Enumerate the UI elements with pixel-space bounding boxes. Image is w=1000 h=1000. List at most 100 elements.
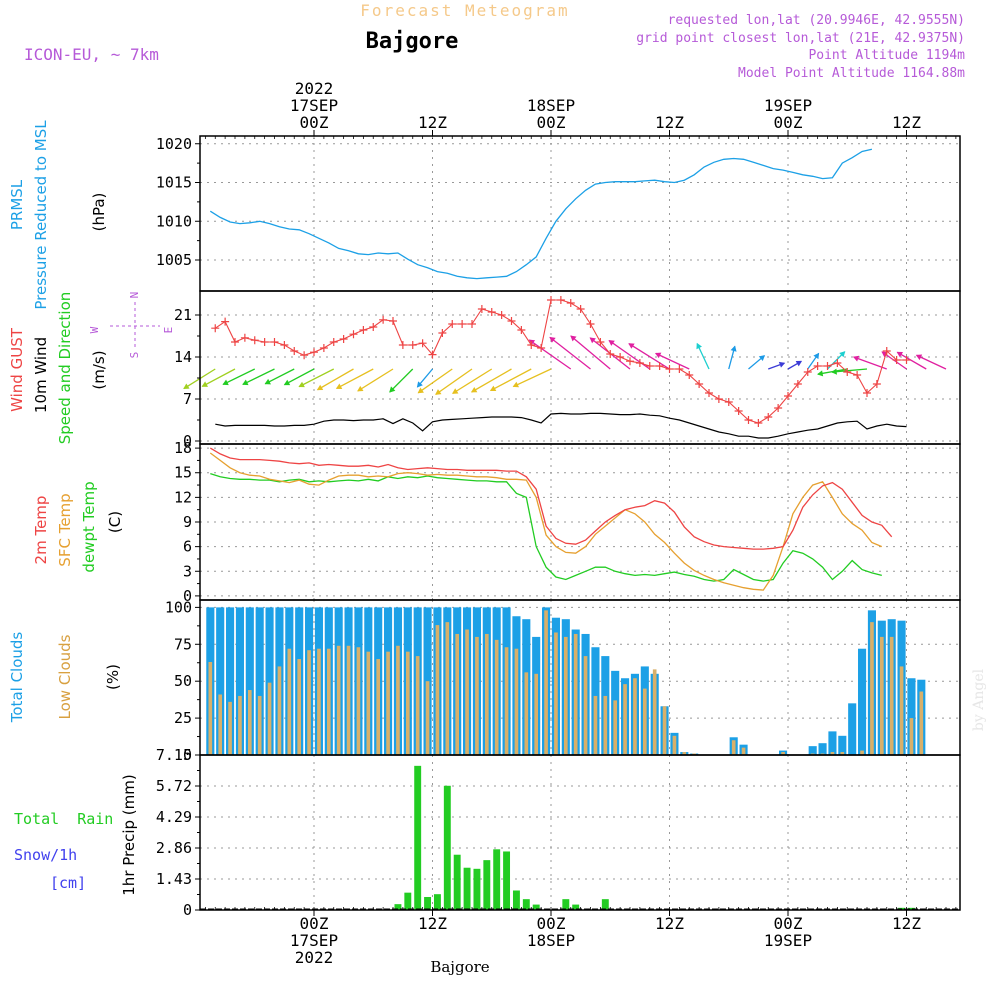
y-tick-label: 21	[174, 306, 192, 324]
low-cloud-bar	[307, 650, 311, 755]
low-cloud-bar	[396, 645, 400, 755]
low-cloud-bar	[672, 735, 677, 755]
low-cloud-bar	[909, 718, 914, 755]
wind-arrow-shaft	[202, 368, 236, 387]
gust-marker	[556, 296, 565, 304]
t2m-line	[209, 447, 893, 550]
total-cloud-bar	[858, 648, 867, 755]
low-cloud-bar	[336, 645, 341, 755]
gust-marker	[408, 341, 417, 349]
grid-point: grid point closest lon,lat (21E, 42.9375…	[636, 31, 965, 46]
gust-marker	[260, 338, 269, 346]
rain-bar	[572, 904, 580, 910]
gust-marker	[645, 362, 654, 370]
y-tick-label: 0	[183, 432, 192, 450]
low-cloud-bar	[840, 752, 845, 755]
y-tick-label: 7.15	[156, 746, 192, 764]
wind-grid	[200, 291, 960, 444]
gust-marker	[349, 330, 358, 339]
gust-marker	[764, 413, 773, 421]
y-tick-label: 0	[183, 746, 192, 764]
bottom-tick-label: 19SEP	[764, 931, 812, 950]
low-cloud-bar	[238, 695, 242, 755]
low-cloud-bar	[297, 659, 302, 755]
wind-arrow-head	[730, 345, 737, 352]
low-cloud-bar	[524, 672, 529, 755]
pressure-line	[209, 148, 873, 280]
wind-arrow-shaft	[264, 368, 295, 385]
wind-arrow-head	[608, 340, 615, 346]
panel-frames	[199, 135, 961, 911]
y-tick-label: 100	[165, 598, 192, 616]
wind-arrow-head	[242, 379, 249, 386]
wind-arrow-shaft	[435, 368, 473, 395]
watermark: by Angel	[971, 668, 987, 731]
total-cloud-bar	[828, 731, 837, 755]
low-cloud-bar	[484, 633, 489, 755]
low-cloud-bar	[267, 682, 272, 755]
rain-bar	[562, 899, 570, 910]
low-cloud-bar	[603, 695, 608, 755]
wind-arrow-shaft	[317, 368, 354, 391]
snow-legend: Snow/1h	[14, 846, 77, 864]
gust-marker	[270, 338, 279, 346]
y-tick-label: 6	[183, 538, 192, 556]
low-cloud-bar	[277, 666, 282, 755]
gust-marker	[517, 326, 526, 334]
low-cloud-bar	[682, 752, 687, 755]
y-tick-label: 2.86	[156, 839, 192, 857]
low-cloud-bar	[919, 691, 924, 755]
sfc-temp-label: SFC Temp	[56, 493, 74, 566]
gust-marker	[240, 333, 249, 342]
rain-bar	[463, 867, 471, 910]
wind-panel: Wind GUST 10m Wind Speed and Direction (…	[8, 291, 960, 450]
top-tick-label: 12Z	[418, 113, 447, 132]
gust-marker	[705, 389, 713, 397]
top-tick-label: 18SEP	[527, 96, 575, 115]
wind-arrow-head	[778, 361, 786, 368]
pressure-label-prmsl: PRMSL	[8, 179, 26, 230]
wind-arrow-head	[696, 342, 702, 350]
compass-rose: N S E W	[88, 292, 175, 359]
temp-grid	[200, 444, 960, 600]
low-cloud-bar	[455, 633, 460, 755]
gust-marker	[379, 315, 388, 324]
low-cloud-bar	[425, 681, 430, 755]
low-cloud-bar	[781, 752, 785, 755]
wind-series	[211, 296, 911, 439]
top-tick-label: 19SEP	[764, 96, 812, 115]
rain-bar	[503, 851, 511, 910]
gust-marker	[547, 296, 555, 304]
pressure-series	[209, 148, 873, 280]
wind-arrow-shaft	[853, 356, 887, 370]
rain-bar	[483, 860, 491, 910]
gust-marker	[843, 368, 852, 376]
rain-bar	[453, 854, 461, 910]
wind-arrow-head	[512, 381, 520, 388]
gust-marker	[310, 348, 318, 357]
low-cloud-bar	[218, 694, 223, 755]
gust-marker	[359, 326, 368, 334]
y-tick-label: 25	[174, 709, 192, 727]
low-cloud-bar	[287, 648, 292, 755]
wind-arrow-shaft	[222, 368, 256, 386]
low-cloud-bar	[346, 645, 351, 755]
wind-arrow-shaft	[831, 368, 868, 373]
y-tick-label: 4.29	[156, 808, 192, 826]
rain-bar	[433, 894, 441, 910]
y-tick-label: 5.72	[156, 777, 192, 795]
y-tick-label: 1005	[156, 251, 192, 269]
wind-arrow-head	[283, 379, 291, 386]
temp-y-axis: 0 3 6 9 12 15 18	[174, 439, 200, 605]
y-tick-label: 15	[174, 464, 192, 482]
compass-e: E	[162, 327, 175, 334]
wind-arrow-head	[528, 339, 536, 346]
total-cloud-bar	[808, 746, 817, 755]
y-tick-label: 1015	[156, 174, 192, 192]
bottom-tick-label: 00Z	[774, 914, 803, 933]
wind-arrow-head	[549, 336, 556, 343]
total-cloud-bar	[226, 607, 235, 755]
gust-marker	[507, 317, 516, 325]
clouds-panel: Total Clouds Low Clouds (%) 0 25 50 75 100	[8, 598, 960, 764]
